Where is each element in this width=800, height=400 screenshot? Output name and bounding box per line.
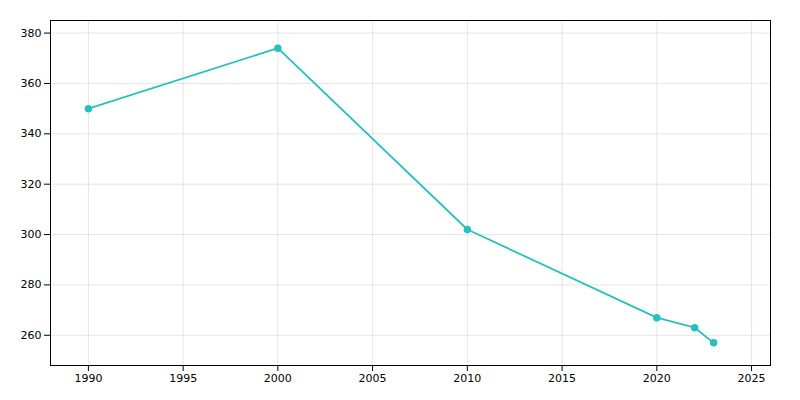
svg-text:260: 260 bbox=[21, 329, 42, 342]
svg-text:2010: 2010 bbox=[453, 372, 481, 385]
svg-text:380: 380 bbox=[21, 27, 42, 40]
svg-text:340: 340 bbox=[21, 127, 42, 140]
svg-text:2000: 2000 bbox=[264, 372, 292, 385]
svg-text:1995: 1995 bbox=[169, 372, 197, 385]
svg-text:2020: 2020 bbox=[643, 372, 671, 385]
svg-text:300: 300 bbox=[21, 228, 42, 241]
svg-text:360: 360 bbox=[21, 77, 42, 90]
svg-text:1990: 1990 bbox=[74, 372, 102, 385]
svg-text:280: 280 bbox=[21, 278, 42, 291]
svg-text:2015: 2015 bbox=[548, 372, 576, 385]
svg-text:2025: 2025 bbox=[738, 372, 766, 385]
svg-text:320: 320 bbox=[21, 178, 42, 191]
svg-text:2005: 2005 bbox=[359, 372, 387, 385]
